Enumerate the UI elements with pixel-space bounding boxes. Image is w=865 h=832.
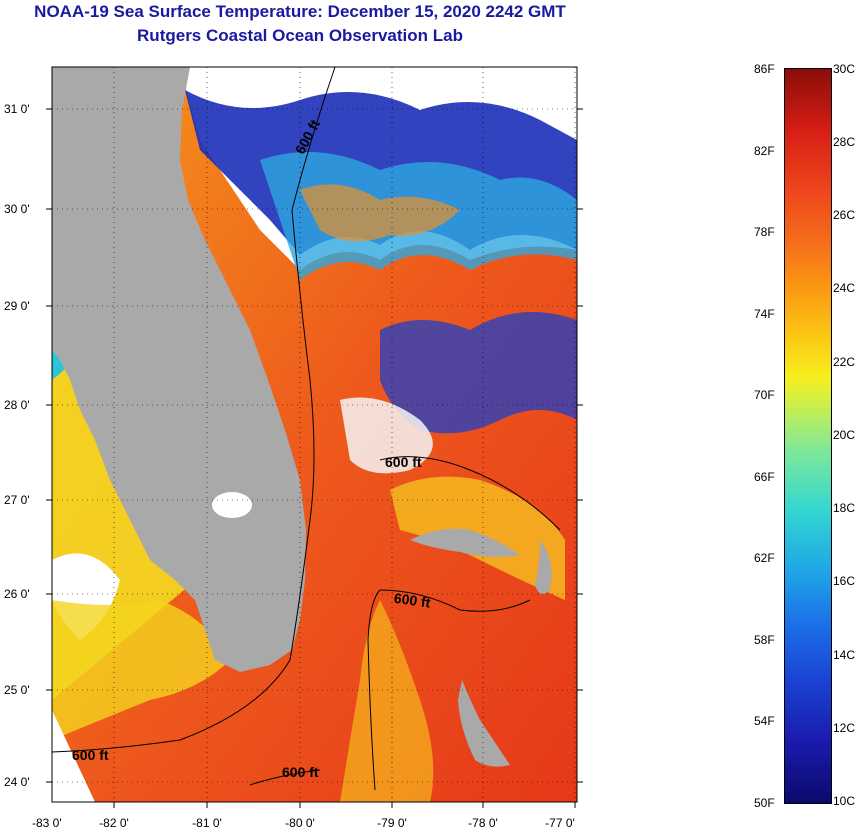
no-data-corner [52,710,95,802]
colorbar-c-label: 12C [833,721,856,735]
lon-label: -81 0' [192,816,222,830]
colorbar-f-label: 66F [754,470,775,484]
warm-eddy-north [300,184,460,242]
tick-marks [46,108,583,808]
abaco-land [535,540,552,594]
lat-label: 31 0' [4,102,30,116]
colorbar-f-label: 86F [754,62,775,76]
colorbar-c-label: 22C [833,355,856,369]
lon-label: -83 0' [32,816,62,830]
colorbar-f-label: 78F [754,225,775,239]
map-frame [51,66,578,803]
gulf-yellow-band [52,600,230,740]
contour-600ft-keys [249,769,321,786]
contour-600ft-florida [52,67,336,753]
contour-label: 600 ft [393,590,432,611]
colorbar-c-label: 24C [833,281,856,295]
colorbar-c-label: 30C [833,62,856,76]
title-line-2: Rutgers Coastal Ocean Observation Lab [137,26,463,45]
andros-land [458,680,510,767]
grand-bahama-land [410,528,520,557]
colorbar-c-label: 26C [833,208,856,222]
contour-label: 600 ft [385,454,422,470]
lon-label: -77 0' [545,816,575,830]
colorbar-c-label: 14C [833,648,856,662]
contour-label: 600 ft [282,764,319,780]
colorbar-f-label: 74F [754,307,775,321]
map-imagery [52,67,577,802]
lon-label: -79 0' [377,816,407,830]
lat-label: 26 0' [4,587,30,601]
colorbar-c-label: 18C [833,501,856,515]
colorbar-f-label: 54F [754,714,775,728]
lat-label: 28 0' [4,398,30,412]
title-line-1: NOAA-19 Sea Surface Temperature: Decembe… [34,2,566,21]
contour-label: 600 ft [72,747,109,763]
cold-patch-east [380,312,577,434]
temperature-colorbar [784,68,832,804]
lake-okeechobee [212,492,252,518]
colorbar-f-label: 62F [754,551,775,565]
lon-label: -82 0' [99,816,129,830]
florida-land [52,67,306,672]
lat-label: 27 0' [4,493,30,507]
colorbar-c-label: 16C [833,574,856,588]
colorbar-f-label: 82F [754,144,775,158]
lat-label: 24 0' [4,775,30,789]
colorbar-f-label: 70F [754,388,775,402]
lat-label: 25 0' [4,683,30,697]
lon-label: -78 0' [468,816,498,830]
contour-600ft-bahamas-south [367,589,531,791]
lon-label: -80 0' [285,816,315,830]
contour-600ft-bahamas-north [379,456,561,531]
colorbar-c-label: 10C [833,794,856,808]
colorbar-c-label: 20C [833,428,856,442]
colorbar-f-label: 58F [754,633,775,647]
colorbar-c-label: 28C [833,135,856,149]
great-bahama-bank [340,600,434,802]
cloud-patch-mid [340,397,433,474]
lat-label: 30 0' [4,202,30,216]
lat-label: 29 0' [4,299,30,313]
colorbar-f-label: 50F [754,796,775,810]
